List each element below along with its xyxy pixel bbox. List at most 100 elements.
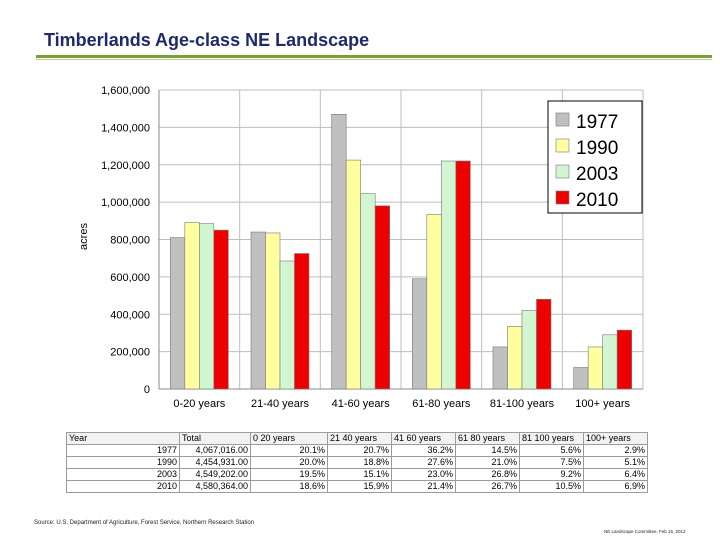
slide-title: Timberlands Age-class NE Landscape bbox=[44, 30, 370, 50]
table-cell: 15.9% bbox=[327, 480, 392, 493]
table-cell: 7.5% bbox=[519, 456, 584, 469]
legend-label: 1977 bbox=[576, 112, 618, 133]
table-cell: 10.5% bbox=[519, 480, 584, 493]
legend-label: 2010 bbox=[576, 190, 618, 211]
y-tick-label: 1,200,000 bbox=[101, 160, 150, 172]
table-cell: 14.5% bbox=[455, 444, 520, 457]
table-cell: 4,580,364.00 bbox=[179, 480, 251, 493]
table-cell: 18.6% bbox=[250, 480, 328, 493]
y-tick-label: 1,400,000 bbox=[101, 122, 150, 134]
bar bbox=[455, 160, 471, 390]
table-cell: 20.1% bbox=[250, 444, 328, 457]
bar bbox=[170, 237, 186, 390]
y-tick-label: 0 bbox=[144, 384, 150, 396]
table-cell: 1977 bbox=[66, 444, 180, 457]
table-cell: 21.0% bbox=[455, 456, 520, 469]
bar bbox=[360, 193, 376, 390]
table-cell: 5.1% bbox=[583, 456, 648, 469]
bar bbox=[536, 299, 552, 390]
table-header-cell: Year bbox=[66, 432, 180, 445]
table-row: 1990 4,454,931.00 20.0% 18.8% 27.6% 21.0% 7.5%… bbox=[66, 456, 648, 469]
bar bbox=[441, 160, 457, 390]
legend-swatch bbox=[555, 164, 570, 179]
bar bbox=[213, 229, 229, 390]
table-header-cell: 0 20 years bbox=[250, 432, 328, 445]
table-cell: 9.2% bbox=[519, 468, 584, 481]
bar bbox=[587, 346, 603, 390]
legend-label: 2003 bbox=[576, 164, 618, 185]
bar bbox=[602, 334, 618, 390]
bar bbox=[616, 329, 632, 390]
table-header-cell: Total bbox=[179, 432, 251, 445]
bar bbox=[345, 159, 361, 390]
bar bbox=[573, 367, 589, 390]
table-cell: 19.5% bbox=[250, 468, 328, 481]
table-row: 2010 4,580,364.00 18.6% 15.9% 21.4% 26.7% 10.5… bbox=[66, 480, 648, 493]
table-cell: 6.4% bbox=[583, 468, 648, 481]
footer-note: NE Landscape Committee, Feb 15, 2012 bbox=[604, 529, 686, 534]
x-tick-label: 61-80 years bbox=[412, 398, 471, 410]
y-axis-label: acres bbox=[78, 223, 90, 250]
x-tick-label: 100+ years bbox=[575, 398, 630, 410]
x-tick-label: 81-100 years bbox=[490, 398, 555, 410]
y-tick-label: 1,600,000 bbox=[101, 85, 150, 97]
bar bbox=[279, 260, 295, 390]
bar-chart: 0 200,000 400,000 600,000 800,000 1,000,000 1,… bbox=[78, 85, 644, 410]
table-cell: 21.4% bbox=[391, 480, 456, 493]
table-cell: 18.8% bbox=[327, 456, 392, 469]
table-cell: 4,454,931.00 bbox=[179, 456, 251, 469]
bar bbox=[507, 326, 523, 390]
table-header-cell: 61 80 years bbox=[455, 432, 520, 445]
table-row: 1977 4,067,016.00 20.1% 20.7% 36.2% 14.5% 5.6%… bbox=[66, 444, 648, 457]
table-row: 2003 4,549,202.00 19.5% 15.1% 23.0% 26.8% 9.2%… bbox=[66, 468, 648, 481]
table-cell: 5.6% bbox=[519, 444, 584, 457]
legend-label: 1990 bbox=[576, 138, 618, 159]
y-tick-label: 800,000 bbox=[110, 235, 150, 247]
table-cell: 2003 bbox=[66, 468, 180, 481]
percentage-table: Year Total 0 20 years 21 40 years 41 60 year… bbox=[66, 432, 648, 493]
y-tick-label: 600,000 bbox=[110, 272, 150, 284]
table-cell: 2010 bbox=[66, 480, 180, 493]
y-tick-label: 200,000 bbox=[110, 347, 150, 359]
x-tick-label: 21-40 years bbox=[251, 398, 310, 410]
table-cell: 4,067,016.00 bbox=[179, 444, 251, 457]
bar bbox=[426, 213, 442, 390]
table-header-cell: 41 60 years bbox=[391, 432, 456, 445]
legend-swatch bbox=[555, 190, 570, 205]
title-underline-thin bbox=[36, 59, 712, 60]
table-cell: 15.1% bbox=[327, 468, 392, 481]
legend-swatch bbox=[555, 138, 570, 153]
table-cell: 20.0% bbox=[250, 456, 328, 469]
table-cell: 1990 bbox=[66, 456, 180, 469]
table-header-cell: 21 40 years bbox=[327, 432, 392, 445]
table-header-cell: 81 100 years bbox=[519, 432, 584, 445]
x-tick-label: 0-20 years bbox=[173, 398, 225, 410]
x-tick-label: 41-60 years bbox=[332, 398, 391, 410]
table-cell: 6.9% bbox=[583, 480, 648, 493]
bar bbox=[374, 205, 390, 390]
table-cell: 2.9% bbox=[583, 444, 648, 457]
y-tick-label: 400,000 bbox=[110, 309, 150, 321]
table-cell: 26.8% bbox=[455, 468, 520, 481]
table-cell: 20.7% bbox=[327, 444, 392, 457]
bar bbox=[412, 278, 428, 390]
table-cell: 27.6% bbox=[391, 456, 456, 469]
bar bbox=[265, 232, 281, 390]
y-tick-label: 1,000,000 bbox=[101, 197, 150, 209]
table-header-cell: 100+ years bbox=[583, 432, 648, 445]
title-underline bbox=[36, 55, 712, 58]
bar bbox=[521, 310, 537, 390]
table-body: 1977 4,067,016.00 20.1% 20.7% 36.2% 14.5% 5.6%… bbox=[66, 444, 648, 493]
table-header-row: Year Total 0 20 years 21 40 years 41 60 year… bbox=[66, 432, 648, 445]
bar bbox=[492, 346, 508, 390]
bar bbox=[199, 223, 215, 390]
bar bbox=[250, 231, 266, 390]
source-note: Source: U.S. Department of Agriculture, … bbox=[34, 520, 255, 526]
bar bbox=[184, 222, 200, 390]
table-cell: 23.0% bbox=[391, 468, 456, 481]
bar bbox=[331, 113, 347, 390]
legend-swatch bbox=[555, 112, 570, 127]
table-cell: 36.2% bbox=[391, 444, 456, 457]
table-cell: 4,549,202.00 bbox=[179, 468, 251, 481]
table-cell: 26.7% bbox=[455, 480, 520, 493]
